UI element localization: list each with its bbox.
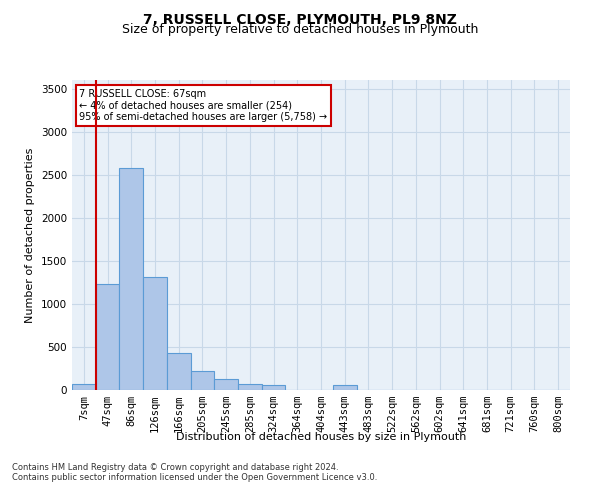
Bar [238,384,262,390]
Text: Contains HM Land Registry data © Crown copyright and database right 2024.: Contains HM Land Registry data © Crown c… [12,464,338,472]
Bar [119,168,143,390]
Bar [96,284,119,390]
Bar [262,386,286,390]
Text: Size of property relative to detached houses in Plymouth: Size of property relative to detached ho… [122,22,478,36]
Text: 7 RUSSELL CLOSE: 67sqm
← 4% of detached houses are smaller (254)
95% of semi-det: 7 RUSSELL CLOSE: 67sqm ← 4% of detached … [79,90,328,122]
Bar [167,353,191,390]
Bar [143,277,167,390]
Text: 7, RUSSELL CLOSE, PLYMOUTH, PL9 8NZ: 7, RUSSELL CLOSE, PLYMOUTH, PL9 8NZ [143,12,457,26]
Bar [191,371,214,390]
Bar [214,379,238,390]
Text: Distribution of detached houses by size in Plymouth: Distribution of detached houses by size … [176,432,466,442]
Bar [333,386,356,390]
Bar [72,384,96,390]
Y-axis label: Number of detached properties: Number of detached properties [25,148,35,322]
Text: Contains public sector information licensed under the Open Government Licence v3: Contains public sector information licen… [12,474,377,482]
